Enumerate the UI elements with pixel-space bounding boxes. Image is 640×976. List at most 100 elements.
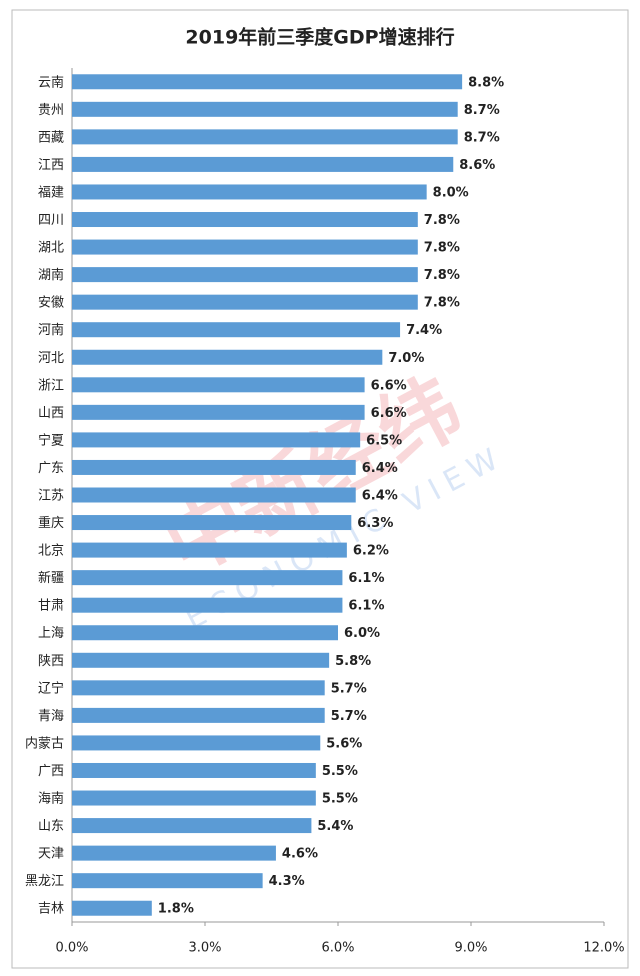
bar <box>72 597 343 613</box>
bar <box>72 156 454 172</box>
y-tick-label: 吉林 <box>38 902 64 917</box>
y-tick-label: 云南 <box>38 74 64 90</box>
value-label: 8.7% <box>464 130 500 145</box>
value-label: 5.4% <box>317 819 353 834</box>
y-tick-label: 河南 <box>38 322 64 338</box>
value-label: 7.0% <box>388 351 424 366</box>
value-label: 6.6% <box>371 406 407 421</box>
y-tick-label: 福建 <box>38 185 64 200</box>
y-tick-label: 西藏 <box>38 130 64 145</box>
value-label: 6.1% <box>348 571 384 586</box>
value-label: 6.0% <box>344 626 380 641</box>
value-label: 8.8% <box>468 75 504 90</box>
bar <box>72 515 352 531</box>
y-tick-label: 四川 <box>38 213 64 228</box>
y-tick-label: 浙江 <box>38 378 64 393</box>
bar <box>72 239 418 255</box>
value-label: 7.4% <box>406 323 442 338</box>
y-tick-label: 贵州 <box>38 103 64 118</box>
value-label: 4.3% <box>269 874 305 889</box>
bar <box>72 432 361 448</box>
y-tick-label: 广东 <box>38 461 64 476</box>
bar <box>72 845 276 861</box>
y-tick-label: 海南 <box>38 791 64 807</box>
value-label: 7.8% <box>424 296 460 311</box>
bar <box>72 459 356 475</box>
bar <box>72 101 458 117</box>
value-label: 6.1% <box>348 599 384 614</box>
value-label: 7.8% <box>424 213 460 228</box>
value-label: 5.5% <box>322 764 358 779</box>
bar <box>72 349 383 365</box>
bar <box>72 294 418 310</box>
bar <box>72 900 152 916</box>
y-tick-label: 山西 <box>38 406 64 421</box>
bar <box>72 267 418 283</box>
bar <box>72 762 316 778</box>
y-tick-label: 天津 <box>38 847 64 862</box>
bar <box>72 680 325 696</box>
y-tick-label: 青海 <box>38 709 64 724</box>
bar <box>72 570 343 586</box>
bar <box>72 487 356 503</box>
y-tick-label: 山东 <box>38 819 64 834</box>
value-label: 8.6% <box>459 158 495 173</box>
y-tick-label: 安徽 <box>38 296 64 311</box>
bar <box>72 404 365 420</box>
y-tick-label: 甘肃 <box>38 599 64 614</box>
x-tick-label: 0.0% <box>55 941 88 956</box>
bar <box>72 74 463 90</box>
value-label: 8.7% <box>464 103 500 118</box>
bar <box>72 735 321 751</box>
bar <box>72 818 312 834</box>
value-label: 5.7% <box>331 709 367 724</box>
value-label: 7.8% <box>424 268 460 283</box>
y-tick-label: 江苏 <box>38 488 64 504</box>
value-label: 5.5% <box>322 792 358 807</box>
value-label: 6.4% <box>362 461 398 476</box>
value-label: 5.7% <box>331 681 367 696</box>
bar <box>72 707 325 723</box>
y-tick-label: 江西 <box>38 158 64 173</box>
value-label: 6.5% <box>366 433 402 448</box>
y-tick-label: 辽宁 <box>38 680 64 696</box>
y-tick-label: 新疆 <box>38 570 64 586</box>
value-label: 5.8% <box>335 654 371 669</box>
y-tick-label: 内蒙古 <box>25 735 64 751</box>
bar <box>72 873 263 889</box>
chart-title: 2019年前三季度GDP增速排行 <box>185 26 454 49</box>
bar <box>72 184 427 200</box>
bar <box>72 790 316 806</box>
bar <box>72 322 401 338</box>
y-tick-label: 陕西 <box>38 654 64 669</box>
y-tick-label: 河北 <box>38 351 64 366</box>
value-label: 7.8% <box>424 241 460 256</box>
bar <box>72 377 365 393</box>
bar <box>72 652 330 668</box>
y-tick-label: 湖北 <box>38 241 64 256</box>
y-tick-label: 上海 <box>38 626 64 641</box>
value-label: 8.0% <box>433 185 469 200</box>
value-label: 5.6% <box>326 736 362 751</box>
y-tick-label: 广西 <box>38 764 64 779</box>
value-label: 6.4% <box>362 489 398 504</box>
x-tick-label: 9.0% <box>454 941 487 956</box>
x-tick-label: 3.0% <box>188 941 221 956</box>
y-tick-label: 黑龙江 <box>25 874 64 889</box>
x-tick-label: 6.0% <box>321 941 354 956</box>
bar <box>72 129 458 145</box>
bar <box>72 542 347 558</box>
y-tick-label: 北京 <box>38 544 64 559</box>
value-label: 6.2% <box>353 544 389 559</box>
y-tick-label: 湖南 <box>38 267 64 283</box>
bar <box>72 625 338 641</box>
y-tick-label: 重庆 <box>38 515 64 531</box>
x-tick-label: 12.0% <box>583 941 624 956</box>
bar <box>72 212 418 228</box>
y-tick-label: 宁夏 <box>38 432 64 448</box>
value-label: 6.3% <box>357 516 393 531</box>
value-label: 6.6% <box>371 378 407 393</box>
value-label: 4.6% <box>282 847 318 862</box>
